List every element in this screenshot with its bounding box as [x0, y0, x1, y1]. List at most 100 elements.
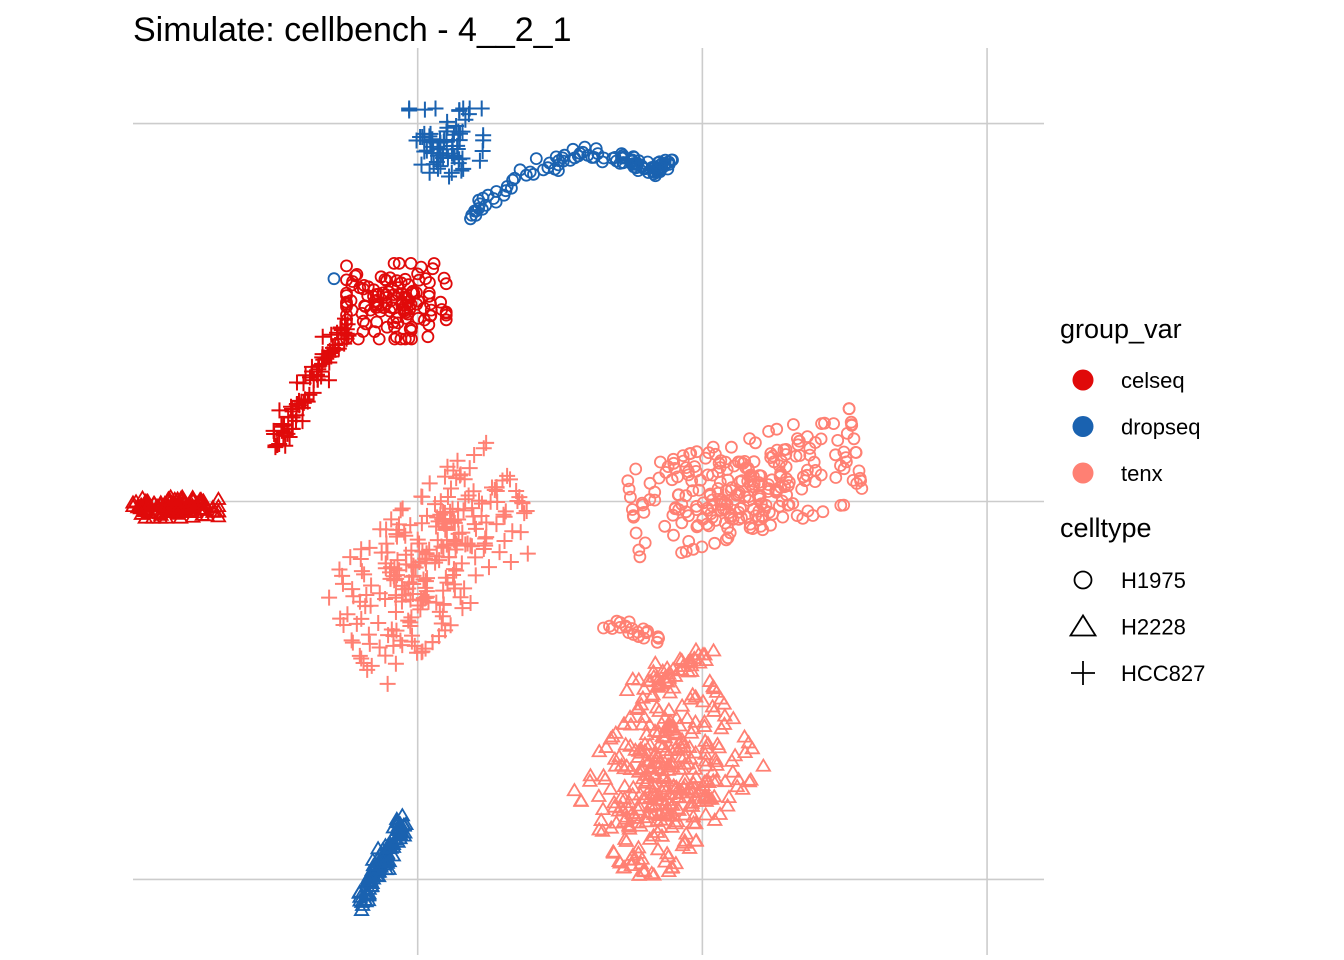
data-point: [646, 787, 664, 802]
legend-title-group_var: group_var: [1060, 314, 1182, 344]
data-point: [781, 479, 795, 493]
data-point: [516, 505, 533, 522]
data-point: [377, 591, 394, 608]
cluster-tenx-H1975: [597, 614, 665, 649]
data-point: [502, 553, 519, 570]
data-point: [705, 702, 723, 717]
data-point: [404, 627, 421, 644]
data-point: [353, 541, 370, 558]
data-point: [482, 493, 499, 510]
data-point: [615, 859, 633, 874]
data-point: [311, 357, 328, 374]
data-point: [696, 774, 713, 788]
data-point: [473, 100, 490, 117]
data-point: [698, 739, 715, 754]
data-point: [418, 588, 435, 605]
data-point: [455, 160, 472, 177]
data-point: [607, 757, 624, 772]
data-point: [657, 796, 675, 811]
data-point: [803, 441, 817, 455]
data-point: [658, 159, 672, 173]
data-point: [690, 445, 704, 459]
data-point: [372, 332, 386, 346]
data-point: [387, 655, 404, 672]
data-point: [650, 724, 668, 738]
data-point: [578, 140, 592, 154]
data-point: [837, 498, 851, 512]
data-point: [807, 455, 821, 469]
data-point: [798, 474, 812, 488]
data-point: [440, 549, 457, 566]
data-point: [271, 402, 288, 419]
data-point: [658, 153, 672, 167]
data-point: [467, 567, 484, 584]
data-point: [634, 862, 652, 877]
data-point: [605, 844, 623, 859]
data-point: [519, 168, 533, 182]
data-point: [486, 482, 503, 499]
data-point: [387, 256, 401, 270]
data-point: [744, 469, 758, 483]
data-point: [340, 259, 353, 273]
data-point: [752, 469, 766, 482]
data-point: [363, 577, 380, 594]
data-point: [625, 779, 642, 794]
data-point: [624, 846, 642, 861]
data-point: [603, 619, 616, 633]
data-point: [133, 505, 150, 520]
data-point: [411, 294, 425, 308]
data-point: [651, 736, 668, 751]
legend-key-dropseq: [1072, 416, 1094, 437]
data-point: [660, 701, 678, 716]
data-point: [660, 669, 678, 684]
data-point: [679, 709, 696, 724]
data-point: [791, 432, 804, 446]
data-point: [321, 589, 338, 606]
data-point: [636, 498, 650, 512]
data-point: [732, 513, 746, 526]
data-point: [452, 466, 469, 483]
data-point: [605, 794, 623, 809]
data-point: [664, 754, 682, 769]
data-point: [495, 506, 512, 523]
data-point: [622, 737, 639, 752]
data-point: [842, 402, 856, 416]
legend-label-dropseq: dropseq: [1121, 415, 1201, 440]
data-point: [714, 495, 727, 508]
legend-key-tenx: [1072, 462, 1094, 484]
data-point: [649, 169, 662, 183]
data-point: [439, 574, 456, 591]
data-point: [607, 724, 625, 739]
data-point: [696, 788, 714, 803]
data-point: [738, 454, 752, 468]
data-point: [598, 739, 615, 753]
data-point: [736, 728, 753, 743]
data-point: [433, 615, 450, 632]
data-point: [622, 761, 639, 776]
data-point: [519, 545, 536, 562]
data-point: [435, 595, 452, 612]
cluster-dropseq-HCC827: [401, 100, 492, 185]
data-point: [793, 434, 806, 448]
data-point: [597, 621, 610, 635]
data-point: [386, 315, 400, 329]
data-point: [422, 276, 436, 289]
data-point: [158, 509, 175, 524]
data-point: [387, 603, 404, 620]
data-point: [396, 524, 413, 541]
data-point: [336, 335, 353, 352]
data-point: [435, 303, 449, 316]
data-point: [708, 756, 725, 771]
data-point: [361, 539, 378, 556]
data-point: [696, 745, 714, 760]
cluster-dropseq-H2228: [351, 807, 415, 916]
data-point: [455, 502, 472, 519]
data-point: [431, 552, 448, 569]
data-point: [630, 839, 647, 854]
data-point: [422, 289, 436, 303]
data-point: [624, 786, 641, 801]
data-point: [395, 287, 409, 301]
legend-key-celseq: [1072, 369, 1094, 391]
data-point: [474, 143, 491, 160]
data-point: [387, 589, 404, 606]
